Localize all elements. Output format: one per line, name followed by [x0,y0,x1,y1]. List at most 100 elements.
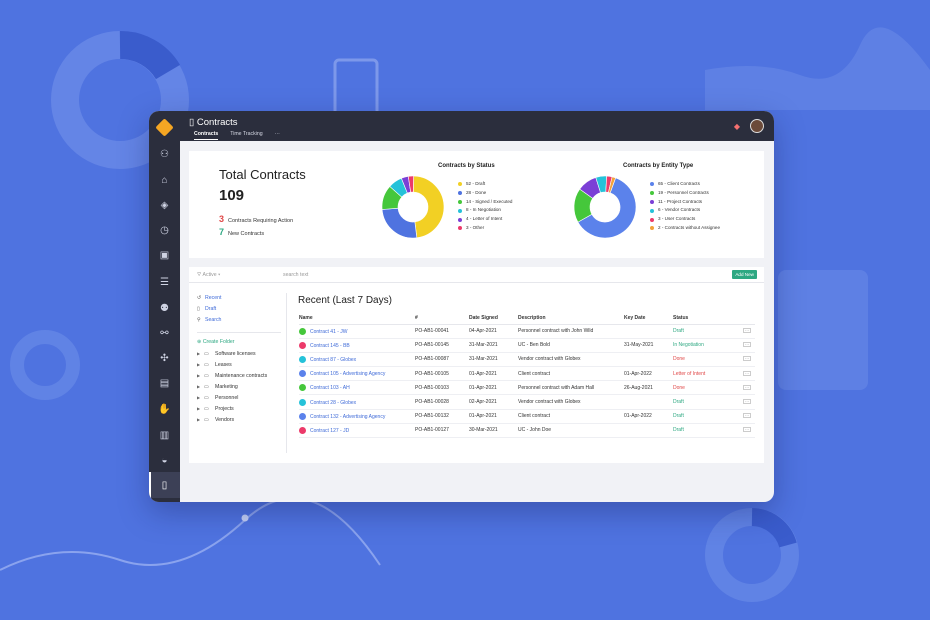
row-actions[interactable]: ··· [743,366,755,382]
legend-item[interactable]: 19 - Personnel Contracts [650,189,720,198]
row-key-date: 01-Apr-2022 [624,366,673,382]
legend-item[interactable]: 28 - Done [458,189,512,198]
legend-item[interactable]: 3 - Other [458,224,512,233]
nav-recent[interactable]: ↺ Recent [197,293,281,304]
row-name-cell[interactable]: Contract 103 - AH [299,380,415,396]
new-line[interactable]: 7 New Contracts [219,227,264,237]
notification-icon[interactable]: ◆ [733,122,740,131]
col-name[interactable]: Name [299,313,415,325]
legend-item[interactable]: 8 - In Negotiation [458,206,512,215]
col-number[interactable]: # [415,313,469,325]
col-date-signed[interactable]: Date Signed [469,313,518,325]
team-icon[interactable]: ⚉ [160,303,169,314]
legend-item[interactable]: 6 - Vendor Contracts [650,206,720,215]
row-actions[interactable]: ··· [743,423,755,439]
pie-slice[interactable] [608,176,617,194]
car-icon[interactable]: ◒ [161,455,168,466]
status-filter[interactable]: ⛛ Active ▾ [197,272,220,279]
legend-item[interactable]: 4 - Letter of Intent [458,215,512,224]
table-row[interactable]: Contract 28 - Globex PO-AB1-00028 02-Apr-2… [299,394,755,410]
legend-item[interactable]: 2 - Contracts without Assignee [650,224,720,233]
more-icon[interactable]: ··· [743,413,751,419]
more-icon[interactable]: ··· [743,328,751,334]
legend-item[interactable]: 65 - Client Contracts [650,180,720,189]
more-icon[interactable]: ··· [743,370,751,376]
bank-icon[interactable]: ⌂ [161,175,168,186]
contract-link[interactable]: Contract 87 - Globex [310,356,357,363]
row-name-cell[interactable]: Contract 28 - Globex [299,394,415,410]
contract-link[interactable]: Contract 127 - JD [310,427,350,434]
row-name-cell[interactable]: Contract 105 - Advertising Agency [299,366,415,382]
table-row[interactable]: Contract 105 - Advertising Agency PO-AB1-… [299,366,755,382]
row-name-cell[interactable]: Contract 41 - JW [299,324,415,339]
search-input[interactable]: search text [283,272,309,278]
legend-item[interactable]: 3 - User Contracts [650,215,720,224]
nav-draft[interactable]: ▯ Draft [197,304,281,315]
row-actions[interactable]: ··· [743,394,755,410]
row-actions[interactable]: ··· [743,324,755,339]
row-name-cell[interactable]: Contract 87 - Globex [299,352,415,368]
contract-link[interactable]: Contract 41 - JW [310,328,348,335]
sidebar-item-contracts[interactable] [149,472,180,498]
tab-more[interactable]: ··· [274,131,280,137]
contract-link[interactable]: Contract 103 - AH [310,385,350,392]
add-new-button[interactable]: Add New [732,270,757,279]
clock-icon[interactable]: ◷ [160,225,169,236]
contract-link[interactable]: Contract 132 - Advertising Agency [310,413,386,420]
folder-item[interactable]: ▶ ▭ Maintenance contracts [197,370,281,381]
avatar[interactable] [750,119,764,133]
row-name-cell[interactable]: Contract 145 - BB [299,338,415,353]
checklist-icon[interactable]: ☰ [160,277,169,288]
folder-item[interactable]: ▶ ▭ Leases [197,359,281,370]
folder-item[interactable]: ▶ ▭ Projects [197,403,281,414]
pie-slice[interactable] [577,177,637,239]
building-icon[interactable]: ▥ [159,430,170,441]
network-icon[interactable]: ✣ [160,353,169,364]
handshake-icon[interactable]: ⚯ [160,328,169,339]
table-row[interactable]: Contract 41 - JW PO-AB1-00041 04-Apr-2021 P… [299,324,755,339]
folder-item[interactable]: ▶ ▭ Vendors [197,414,281,425]
row-name-cell[interactable]: Contract 127 - JD [299,423,415,439]
status-donut-chart [381,175,445,239]
nav-search[interactable]: ⚲ Search [197,315,281,326]
pie-slice[interactable] [381,207,418,239]
row-actions[interactable]: ··· [743,380,755,396]
table-row[interactable]: Contract 87 - Globex PO-AB1-00087 31-Mar-2… [299,352,755,368]
table-row[interactable]: Contract 127 - JD PO-AB1-00127 30-Mar-2021… [299,423,755,439]
legend-item[interactable]: 11 - Project Contracts [650,198,720,207]
table-row[interactable]: Contract 132 - Advertising Agency PO-AB1-… [299,409,755,424]
folder-item[interactable]: ▶ ▭ Personnel [197,392,281,403]
row-actions[interactable]: ··· [743,338,755,353]
tab-time-tracking[interactable]: Time Tracking [230,131,263,137]
more-icon[interactable]: ··· [743,342,751,348]
legend-item[interactable]: 52 - Draft [458,180,512,189]
more-icon[interactable]: ··· [743,427,751,433]
layers-icon[interactable]: ◈ [160,200,169,211]
more-icon[interactable]: ··· [743,399,751,405]
hand-icon[interactable]: ✋ [158,404,171,415]
col-status[interactable]: Status [673,313,743,325]
row-name-cell[interactable]: Contract 132 - Advertising Agency [299,409,415,424]
more-icon[interactable]: ··· [743,384,751,390]
calendar-icon[interactable]: ▣ [159,250,170,261]
book-icon[interactable]: ▤ [159,378,170,389]
row-actions[interactable]: ··· [743,352,755,368]
contract-link[interactable]: Contract 145 - BB [310,342,350,349]
table-row[interactable]: Contract 103 - AH PO-AB1-00103 01-Apr-2021… [299,380,755,396]
more-icon[interactable]: ··· [743,356,751,362]
pie-slice[interactable] [412,175,445,239]
table-row[interactable]: Contract 145 - BB PO-AB1-00145 31-Mar-2021… [299,338,755,353]
tab-contracts[interactable]: Contracts [194,131,219,140]
folder-item[interactable]: ▶ ▭ Software licenses [197,348,281,359]
folder-item[interactable]: ▶ ▭ Marketing [197,381,281,392]
contract-link[interactable]: Contract 105 - Advertising Agency [310,370,386,377]
contract-link[interactable]: Contract 28 - Globex [310,399,357,406]
create-folder-button[interactable]: ⊕ Create Folder [197,337,281,348]
col-description[interactable]: Description [518,313,624,325]
pie-slice[interactable] [407,175,414,193]
people-icon[interactable]: ⚇ [160,149,169,160]
col-key-date[interactable]: Key Date [624,313,673,325]
action-line[interactable]: 3 Contracts Requiring Action [219,214,293,224]
row-actions[interactable]: ··· [743,409,755,424]
legend-item[interactable]: 14 - Signed / Executed [458,198,512,207]
